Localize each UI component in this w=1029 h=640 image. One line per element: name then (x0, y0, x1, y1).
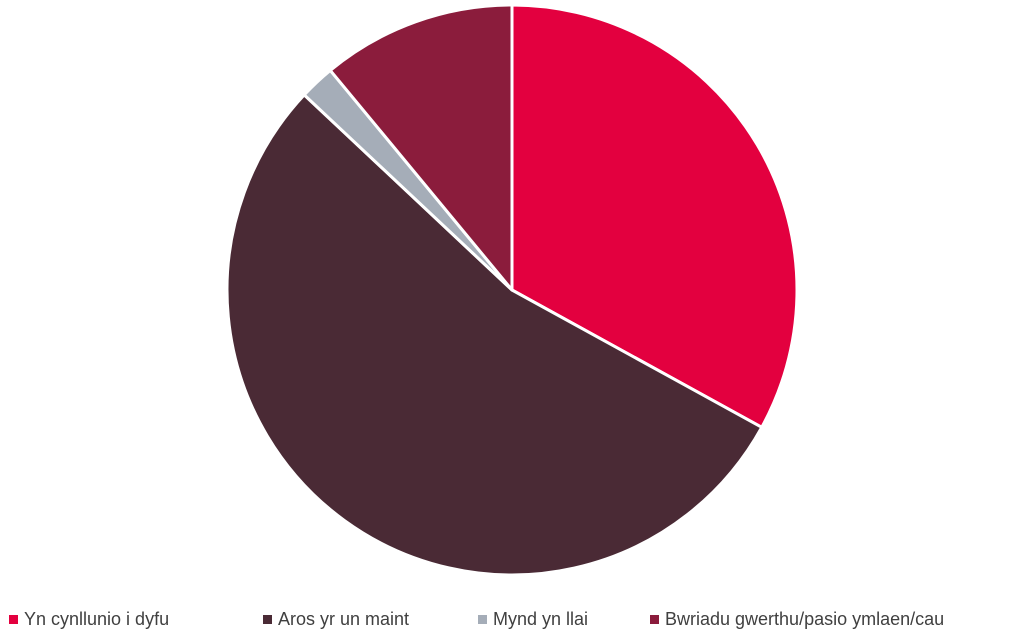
legend-swatch (650, 614, 659, 624)
legend-item: Yn cynllunio i dyfu (9, 604, 169, 634)
pie-slice-1 (510, 3, 799, 429)
pie-slice-2 (225, 93, 764, 577)
legend-item: Mynd yn llai (478, 604, 588, 634)
pie-plot-area (225, 3, 799, 577)
legend-swatch (9, 614, 18, 624)
legend-label: Yn cynllunio i dyfu (24, 609, 170, 629)
pie-slice-4 (328, 3, 514, 292)
legend-label: Bwriadu gwerthu/pasio ymlaen/cau (665, 609, 945, 629)
legend-item: Bwriadu gwerthu/pasio ymlaen/cau (650, 604, 944, 634)
legend: Yn cynllunio i dyfu Aros yr un maint Myn… (0, 604, 1029, 634)
legend-label: Mynd yn llai (493, 609, 589, 629)
legend-swatch (478, 614, 487, 624)
legend-swatch (263, 614, 272, 624)
legend-item: Aros yr un maint (263, 604, 409, 634)
legend-label: Aros yr un maint (278, 609, 410, 629)
